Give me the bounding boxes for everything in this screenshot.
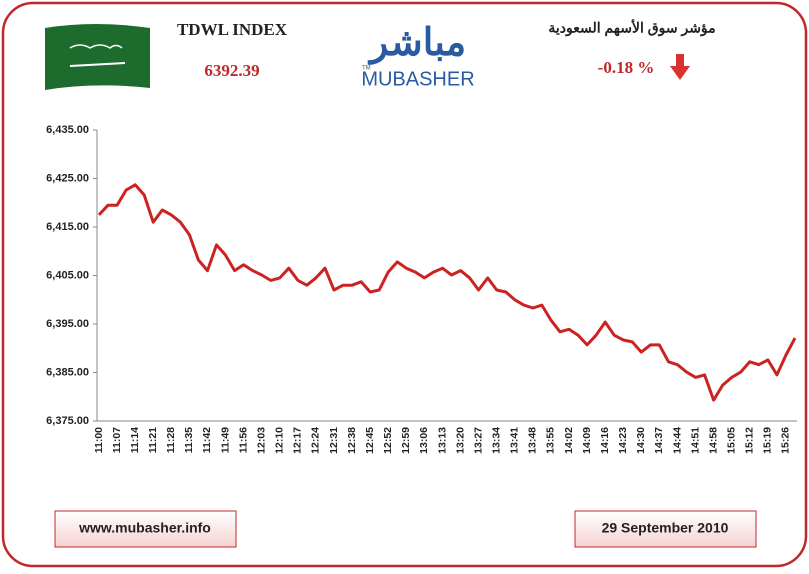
x-tick-label: 15:26 [780, 427, 792, 454]
arabic-title: مؤشر سوق الأسهم السعودية [548, 19, 715, 37]
website: www.mubasher.info [78, 520, 211, 536]
x-tick-label: 11:49 [219, 427, 231, 453]
x-tick-label: 14:16 [599, 427, 611, 454]
x-tick-label: 14:09 [581, 427, 593, 454]
y-tick-label: 6,375.00 [46, 415, 89, 427]
x-tick-label: 14:44 [671, 427, 683, 454]
down-arrow [670, 54, 690, 80]
x-tick-label: 13:41 [509, 427, 521, 454]
logo-tm: TM [362, 66, 371, 72]
x-tick-label: 11:07 [111, 427, 123, 453]
x-tick-label: 14:02 [563, 427, 575, 454]
x-tick-label: 14:37 [653, 427, 665, 454]
x-tick-label: 11:21 [147, 427, 159, 453]
x-tick-label: 13:06 [418, 427, 430, 454]
y-tick-label: 6,415.00 [46, 221, 89, 233]
x-tick-label: 12:38 [346, 427, 358, 454]
index-name: TDWL INDEX [177, 20, 288, 39]
flag [45, 24, 150, 90]
x-tick-label: 12:17 [292, 427, 304, 454]
x-tick-label: 14:30 [635, 427, 647, 454]
y-tick-label: 6,425.00 [46, 172, 89, 184]
x-tick-label: 15:19 [762, 427, 774, 454]
x-tick-label: 12:24 [310, 427, 322, 454]
x-tick-label: 12:52 [382, 427, 394, 454]
x-tick-label: 14:23 [617, 427, 629, 454]
x-tick-label: 14:51 [689, 427, 701, 454]
date-box [574, 510, 757, 548]
x-tick-label: 15:12 [744, 427, 756, 454]
x-tick-label: 13:55 [545, 427, 557, 454]
index-value: 6392.39 [204, 61, 259, 80]
x-tick-label: 11:56 [237, 427, 249, 453]
y-tick-label: 6,385.00 [46, 366, 89, 378]
x-tick-label: 12:45 [364, 427, 376, 454]
x-tick-label: 13:20 [454, 427, 466, 454]
x-tick-label: 12:10 [274, 427, 286, 454]
x-tick-label: 12:59 [400, 427, 412, 454]
x-tick-label: 14:58 [707, 427, 719, 454]
x-tick-label: 13:13 [436, 427, 448, 454]
line [97, 183, 797, 402]
change: -0.18 % [598, 58, 655, 77]
x-tick-label: 13:27 [472, 427, 484, 454]
x-tick-label: 12:03 [255, 427, 267, 454]
y-tick-label: 6,395.00 [46, 318, 89, 330]
logo-arabic: مباشر [367, 22, 466, 65]
x-tick-label: 11:14 [129, 427, 141, 453]
x-tick-label: 11:35 [183, 427, 195, 453]
x-tick-label: 12:31 [328, 427, 340, 454]
x-tick-label: 11:00 [93, 427, 105, 453]
x-tick-label: 13:34 [490, 427, 502, 454]
date: 29 September 2010 [602, 520, 729, 536]
logo-latin: MUBASHER [361, 68, 474, 90]
x-tick-label: 11:42 [201, 427, 213, 453]
x-tick-label: 15:05 [726, 427, 738, 454]
website-box [54, 510, 237, 548]
y-tick-label: 6,435.00 [46, 124, 89, 136]
x-tick-label: 13:48 [527, 427, 539, 454]
y-tick-label: 6,405.00 [46, 269, 89, 281]
x-tick-label: 11:28 [165, 427, 177, 453]
